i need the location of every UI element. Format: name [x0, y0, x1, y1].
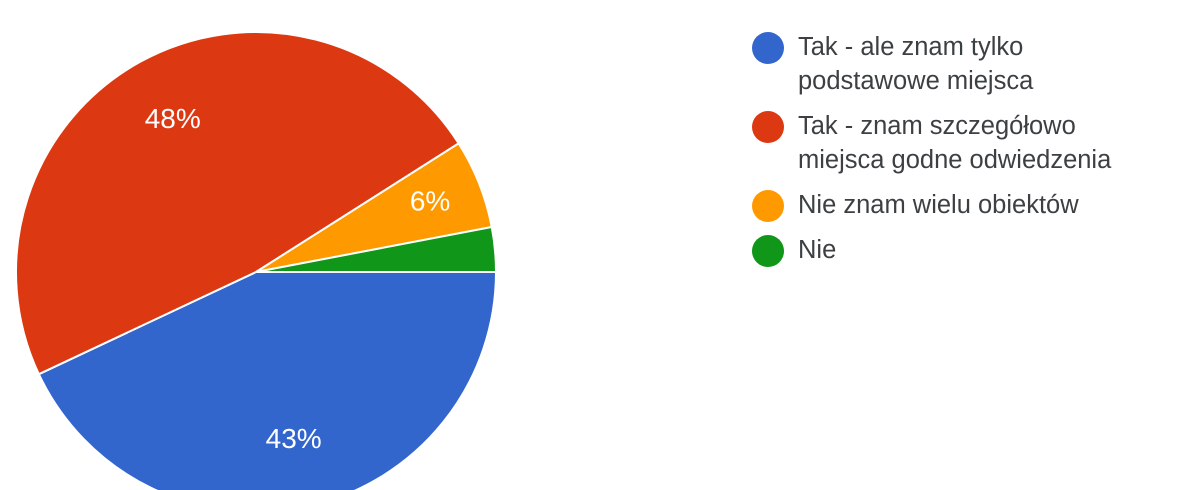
slice-percent-label: 43% [266, 423, 322, 454]
pie-slice[interactable] [37, 271, 498, 490]
slice-percent-label: 48% [145, 103, 201, 134]
legend-item[interactable]: Tak - ale znam tylko podstawowe miejsca [752, 30, 1180, 98]
legend-swatch [752, 190, 784, 222]
legend-item[interactable]: Nie znam wielu obiektów [752, 188, 1180, 222]
legend-label: Nie [798, 236, 837, 264]
legend-swatch [752, 32, 784, 64]
legend-swatch [752, 111, 784, 143]
legend-item[interactable]: Nie [752, 233, 1180, 267]
legend-item[interactable]: Tak - znam szczegółowo miejsca godne odw… [752, 109, 1180, 177]
legend-swatch [752, 235, 784, 267]
legend-label: Nie znam wielu obiektów [798, 191, 1079, 219]
legend-label: Tak - ale znam tylko podstawowe miejsca [798, 33, 1034, 95]
slice-percent-label: 6% [410, 185, 450, 216]
pie-slice[interactable] [255, 225, 498, 273]
pie-slice[interactable] [15, 31, 461, 376]
legend-label: Tak - znam szczegółowo miejsca godne odw… [798, 112, 1112, 174]
chart-legend: Tak - ale znam tylko podstawowe miejsca … [752, 30, 1180, 278]
